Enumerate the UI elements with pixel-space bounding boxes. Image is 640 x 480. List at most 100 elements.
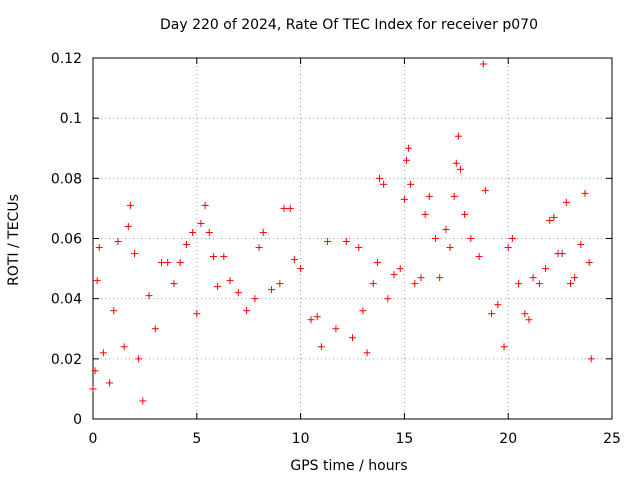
data-point-84 [515,280,523,288]
data-point-80 [494,301,502,309]
data-point-40 [297,265,305,273]
data-point-68 [442,225,450,233]
data-point-39 [290,256,298,264]
y-tick-label-5: 0.1 [60,111,82,127]
data-point-43 [317,343,325,351]
data-point-18 [170,280,178,288]
data-point-88 [535,280,543,288]
data-point-77 [479,60,487,68]
data-point-78 [481,186,489,194]
x-tick-label-3: 15 [395,431,413,447]
data-point-5 [106,379,114,387]
tick-label-group: 0 5 10 15 20 25 0 0.02 0.04 0.06 0.08 0.1 0.12 [51,51,621,447]
data-point-75 [467,235,475,242]
data-point-31 [243,307,251,315]
data-point-38 [286,204,294,212]
plot-frame [92,57,613,420]
data-point-86 [525,316,533,324]
data-point-87 [529,274,537,282]
data-point-16 [158,259,166,267]
data-point-98 [581,189,589,197]
x-tick-label-4: 20 [499,431,517,447]
data-point-93 [558,250,566,258]
data-point-17 [164,259,172,267]
data-point-44 [324,238,332,246]
data-point-76 [475,253,483,261]
data-point-12 [135,355,143,363]
data-point-57 [396,265,404,273]
x-tick-label-1: 5 [192,431,201,447]
data-point-11 [131,250,139,258]
data-point-22 [193,310,201,318]
data-point-7 [114,238,122,246]
data-point-83 [508,235,516,242]
data-point-50 [363,349,371,357]
data-point-65 [425,192,433,200]
x-tick-label-5: 25 [603,431,621,447]
data-point-52 [373,259,381,267]
data-point-30 [234,289,242,297]
data-point-96 [571,274,579,282]
data-point-35 [268,286,276,294]
data-point-9 [124,222,132,230]
data-point-2 [93,277,101,285]
data-point-34 [259,228,267,236]
x-tick-label-2: 10 [292,431,310,447]
data-point-6 [110,307,118,315]
data-point-45 [332,325,340,333]
data-point-56 [390,271,398,279]
data-point-51 [369,280,377,288]
data-point-73 [456,165,464,173]
data-point-90 [546,216,554,224]
data-point-67 [436,274,444,282]
y-tick-label-0: 0 [73,412,82,428]
data-point-46 [342,238,350,246]
data-point-23 [197,219,205,227]
data-point-64 [421,210,429,218]
data-point-28 [220,253,228,261]
data-point-27 [214,283,222,291]
data-point-82 [504,244,512,252]
data-point-32 [251,295,259,303]
data-point-29 [226,277,234,285]
data-point-94 [562,198,570,206]
axis-group [92,57,613,420]
data-point-95 [566,280,574,288]
chart-title: Day 220 of 2024, Rate Of TEC Index for r… [160,17,538,33]
data-point-48 [355,244,363,252]
data-point-10 [126,201,134,209]
data-point-89 [542,265,550,273]
data-point-13 [139,397,147,405]
data-point-19 [176,259,184,267]
data-point-58 [400,195,408,203]
x-axis-label: GPS time / hours [290,458,407,474]
data-point-97 [577,241,585,249]
data-point-70 [450,192,458,200]
y-tick-label-3: 0.06 [51,232,82,248]
x-tick-label-0: 0 [89,431,98,447]
data-point-66 [432,235,440,242]
data-point-14 [145,292,153,300]
data-point-24 [201,201,209,209]
data-point-63 [417,274,425,282]
data-point-55 [384,295,392,303]
data-point-4 [99,349,107,357]
data-point-91 [550,213,558,221]
y-tick-label-1: 0.02 [51,352,82,368]
data-point-20 [182,241,190,249]
data-point-54 [380,180,388,188]
data-point-62 [411,280,419,288]
data-point-21 [189,228,197,236]
data-point-33 [255,244,263,252]
data-point-72 [454,132,462,140]
data-point-99 [585,259,593,267]
data-point-8 [120,343,128,351]
data-point-59 [402,156,410,164]
data-point-15 [151,325,159,333]
data-point-26 [209,253,217,261]
data-point-3 [95,244,103,252]
data-point-53 [375,174,383,182]
data-point-49 [359,307,367,315]
